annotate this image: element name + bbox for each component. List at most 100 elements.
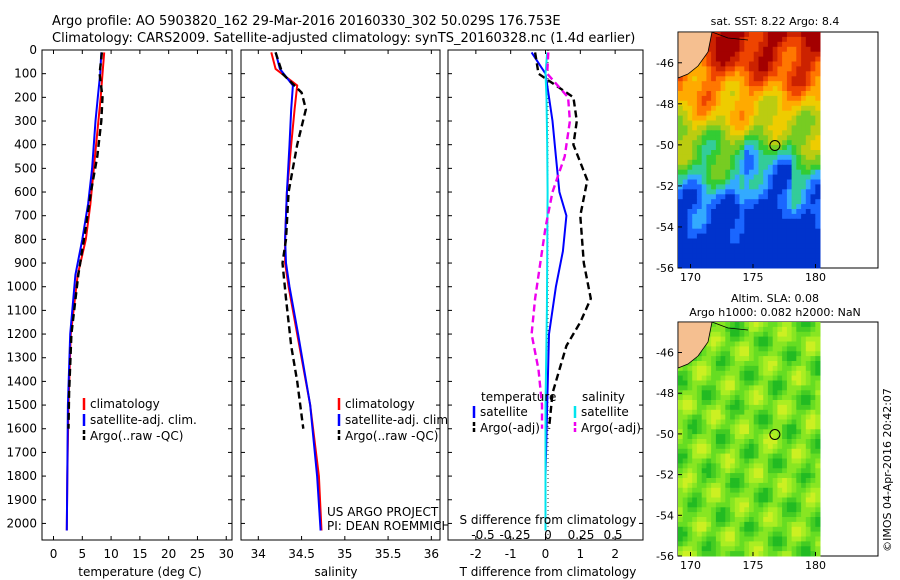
- map-cell: [815, 95, 821, 102]
- map-cell: [720, 409, 726, 416]
- map-cell: [772, 150, 778, 156]
- map-cell: [749, 105, 755, 112]
- map-cell: [725, 531, 731, 537]
- y-tick-label: 1000: [6, 280, 37, 294]
- map-cell: [711, 41, 717, 48]
- map-cell: [758, 380, 764, 386]
- map-cell: [801, 507, 807, 513]
- map-cell: [815, 213, 821, 220]
- map-cell: [706, 458, 712, 464]
- map-cell: [767, 331, 774, 338]
- map-cell: [758, 356, 764, 362]
- map-cell: [692, 434, 698, 440]
- map-cell: [810, 351, 816, 357]
- map-cell: [767, 150, 774, 156]
- map-cell: [701, 120, 707, 126]
- map-cell: [782, 390, 788, 396]
- map-cell: [711, 36, 717, 43]
- map-cell: [758, 263, 764, 269]
- map-cell: [767, 243, 774, 249]
- map-cell: [772, 448, 778, 455]
- map-cell: [777, 463, 783, 469]
- map-cell: [696, 400, 703, 406]
- map-cell: [791, 159, 797, 166]
- map-cell: [711, 517, 717, 523]
- map-cell: [730, 100, 736, 107]
- map-cell: [711, 238, 717, 244]
- map-cell: [715, 473, 722, 479]
- map-cell: [782, 140, 788, 146]
- map-cell: [730, 390, 736, 396]
- y-tick-label: 700: [14, 209, 37, 223]
- map-cell: [782, 228, 788, 235]
- map-cell: [720, 468, 726, 474]
- map-cell: [706, 223, 712, 230]
- map-cell: [786, 380, 793, 386]
- map-cell: [739, 145, 745, 151]
- map-cell: [791, 507, 797, 513]
- map-cell: [744, 526, 750, 533]
- map-cell: [720, 159, 726, 166]
- map-cell: [696, 150, 703, 156]
- map-cell: [758, 551, 764, 557]
- map-cell: [772, 429, 778, 435]
- map-cell: [805, 243, 811, 249]
- y-tick-label: 2000: [6, 516, 37, 530]
- map-cell: [696, 164, 703, 171]
- map-cell: [805, 135, 811, 141]
- map-cell: [730, 32, 736, 38]
- map-cell: [701, 443, 707, 450]
- map-cell: [701, 487, 707, 494]
- map-cell: [711, 443, 717, 450]
- map-cell: [687, 502, 693, 508]
- map-cell: [682, 223, 688, 230]
- map-cell: [796, 184, 802, 190]
- map-cell: [805, 174, 811, 180]
- map-cell: [734, 209, 740, 215]
- map-cell: [772, 322, 778, 328]
- map-cell: [692, 395, 698, 401]
- map-cell: [739, 346, 745, 352]
- map-cell: [791, 429, 797, 435]
- map-cell: [678, 551, 684, 557]
- map-cell: [801, 404, 807, 411]
- map-cell: [758, 86, 764, 92]
- map-cell: [678, 204, 684, 210]
- map-cell: [744, 414, 750, 420]
- map-cell: [791, 179, 797, 185]
- map-cell: [777, 213, 783, 220]
- map-cell: [711, 248, 717, 254]
- map-cell: [782, 370, 788, 377]
- map-cell: [753, 361, 759, 367]
- map-cell: [706, 184, 712, 190]
- map-cell: [734, 497, 740, 503]
- map-cell: [805, 497, 811, 503]
- map-cell: [758, 209, 764, 215]
- map-cell: [711, 526, 717, 533]
- map-cell: [777, 439, 783, 445]
- map-cell: [692, 174, 698, 180]
- map-cell: [763, 125, 769, 131]
- map-cell: [678, 414, 684, 420]
- map-cell: [810, 331, 816, 338]
- map-cell: [730, 375, 736, 381]
- map-cell: [692, 448, 698, 455]
- map-cell: [711, 404, 717, 411]
- map-cell: [711, 521, 717, 528]
- map-cell: [786, 164, 793, 171]
- map-cell: [772, 46, 778, 53]
- map-cell: [744, 492, 750, 498]
- map-cell: [711, 145, 717, 151]
- map-cell: [801, 66, 807, 72]
- map-cell: [753, 41, 759, 48]
- map-cell: [815, 32, 821, 38]
- map-cell: [782, 526, 788, 533]
- map-cell: [782, 159, 788, 166]
- map-cell: [725, 81, 731, 87]
- map-cell: [692, 487, 698, 494]
- map-cell: [692, 453, 698, 459]
- map-cell: [815, 395, 821, 401]
- map-cell: [687, 492, 693, 498]
- map-cell: [758, 76, 764, 82]
- map-cell: [744, 189, 750, 195]
